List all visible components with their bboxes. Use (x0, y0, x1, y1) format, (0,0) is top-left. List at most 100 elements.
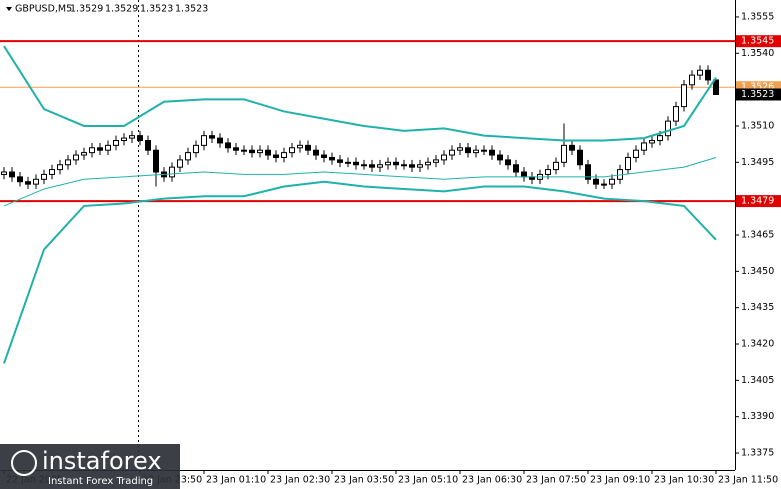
candle-body (329, 156, 335, 161)
candle-body (241, 149, 247, 152)
y-tick-label: 1.3390 (741, 411, 774, 422)
candle-body (185, 152, 191, 161)
candle-body (345, 161, 351, 164)
candle-body (41, 173, 47, 180)
candle-body (105, 144, 111, 151)
candle-body (689, 74, 695, 86)
candle-body (353, 161, 359, 166)
candle-body (633, 149, 639, 158)
candle-body (649, 140, 655, 144)
candle-body (569, 144, 575, 151)
candle-body (601, 183, 607, 186)
y-tick-label: 1.3435 (741, 302, 774, 313)
candle-body (57, 164, 63, 171)
candle-body (473, 149, 479, 154)
candle-body (577, 149, 583, 166)
bollinger-band (3, 180, 717, 364)
candle-body (321, 154, 327, 158)
y-tick-label: 1.3495 (741, 157, 774, 168)
candle-body (137, 135, 143, 142)
candle-body (113, 140, 119, 146)
candle-body (705, 69, 711, 81)
candle-body (561, 144, 567, 163)
candle-body (121, 137, 127, 142)
bollinger-band (3, 45, 717, 142)
candle-body (625, 156, 631, 171)
candle-body (33, 178, 39, 185)
candle-body (585, 164, 591, 180)
candle-body (89, 147, 95, 154)
header-high: 1.3529 (105, 4, 138, 15)
candle-body (169, 166, 175, 178)
candle-body (1, 171, 7, 175)
candle-body (249, 149, 255, 154)
candle-body (313, 149, 319, 156)
x-tick-label: 23 Jan 01:10 (206, 475, 266, 486)
x-tick-label: 23 Jan 06:30 (462, 475, 522, 486)
y-tick-label: 1.3510 (741, 120, 774, 131)
candle-body (305, 144, 311, 151)
candle-body (17, 176, 23, 183)
candle-body (505, 159, 511, 166)
candle-body (481, 149, 487, 152)
candle-body (385, 161, 391, 166)
candle-body (409, 164, 415, 168)
candle-body (393, 161, 399, 166)
candle-body (145, 140, 151, 151)
level-label: 1.3545 (741, 36, 774, 47)
candle-body (281, 152, 287, 158)
x-tick-label: 23 Jan 05:10 (398, 475, 458, 486)
candle-body (657, 135, 663, 142)
candle-body (681, 84, 687, 108)
candle-body (609, 178, 615, 185)
watermark-tagline: Instant Forex Trading (48, 476, 153, 487)
candle-body (665, 120, 671, 137)
candle-body (337, 159, 343, 163)
x-tick-label: 23 Jan 07:50 (526, 475, 586, 486)
candle-body (273, 154, 279, 158)
candle-body (257, 149, 263, 154)
y-tick-label: 1.3375 (741, 448, 774, 459)
header-close: 1.3523 (175, 4, 208, 15)
menu-triangle (6, 7, 12, 11)
watermark-logo (11, 450, 37, 476)
candle-body (361, 164, 367, 167)
level-label-box (736, 35, 781, 48)
watermark: instaforex Instant Forex Trading (0, 444, 180, 489)
y-tick-label: 1.3450 (741, 266, 774, 277)
candle-body (441, 154, 447, 161)
candle-body (65, 159, 71, 166)
candle-body (97, 147, 103, 151)
candle-body (25, 181, 31, 185)
candle-body (593, 178, 599, 185)
price-label-box (736, 88, 781, 101)
candle-body (225, 142, 231, 149)
y-tick-label: 1.3555 (741, 11, 774, 22)
candle-body (297, 144, 303, 149)
candle-body (289, 147, 295, 154)
candle-body (433, 159, 439, 163)
candle-body (177, 159, 183, 168)
candle-body (713, 79, 719, 95)
ask-label: 1.3526 (741, 82, 774, 93)
candle-body (425, 161, 431, 166)
candle-body (129, 135, 135, 139)
candle-body (9, 171, 15, 178)
candle-body (201, 135, 207, 146)
watermark-brand: instaforex (42, 447, 162, 475)
candle-body (81, 152, 87, 156)
x-tick-label: 23 Jan 02:30 (270, 475, 330, 486)
bollinger-band (3, 156, 717, 207)
x-tick-label: 23 Jan 09:10 (590, 475, 650, 486)
candle-body (49, 169, 55, 175)
price-label: 1.3523 (741, 89, 774, 100)
candle-body (217, 137, 223, 144)
x-tick-label: 23 Jan 11:50 (718, 475, 778, 486)
candle-body (449, 149, 455, 156)
candle-body (673, 106, 679, 122)
candle-body (401, 164, 407, 167)
candle-body (233, 147, 239, 151)
candle-body (265, 149, 271, 156)
